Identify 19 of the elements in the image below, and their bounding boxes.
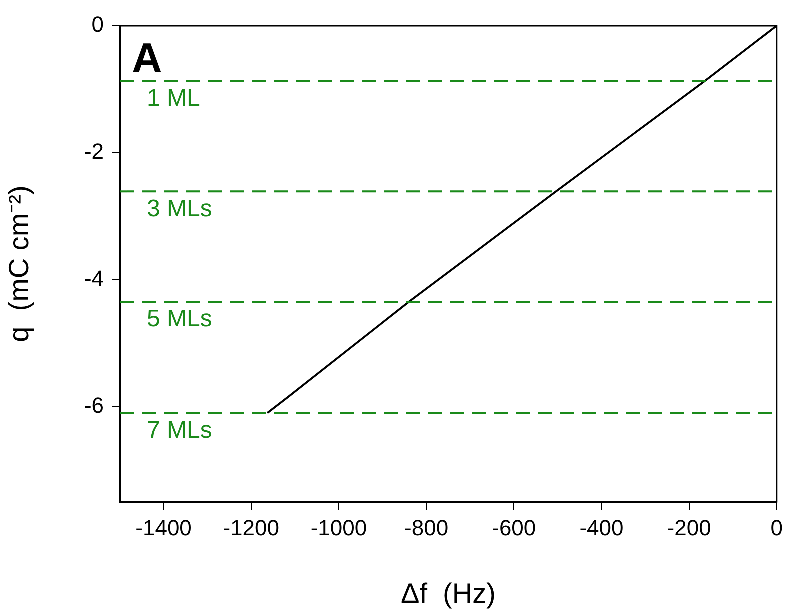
ref-line-label: 1 ML — [147, 84, 200, 112]
x-tick-label: 0 — [770, 515, 784, 540]
x-tick-label: -800 — [404, 515, 449, 540]
ref-line-label: 5 MLs — [147, 306, 212, 333]
y-tick-label: -4 — [84, 266, 104, 291]
x-tick-label: -600 — [492, 515, 536, 540]
ref-line-label: 7 MLs — [147, 416, 212, 444]
ref-line-label: 3 MLs — [147, 195, 212, 222]
x-axis-title: Δf (Hz) — [400, 578, 496, 609]
x-tick-label: -1400 — [136, 515, 192, 540]
y-tick-label: -2 — [84, 138, 104, 164]
x-tick-label: -400 — [580, 515, 624, 540]
x-tick-label: -200 — [667, 515, 712, 540]
annotation: A — [132, 34, 162, 82]
y-tick-label: 0 — [92, 12, 104, 38]
y-tick-label: -6 — [84, 392, 104, 418]
x-tick-label: -1200 — [223, 515, 280, 540]
y-axis-title: q (mC cm⁻²) — [4, 186, 35, 342]
x-tick-label: -1000 — [310, 515, 368, 540]
